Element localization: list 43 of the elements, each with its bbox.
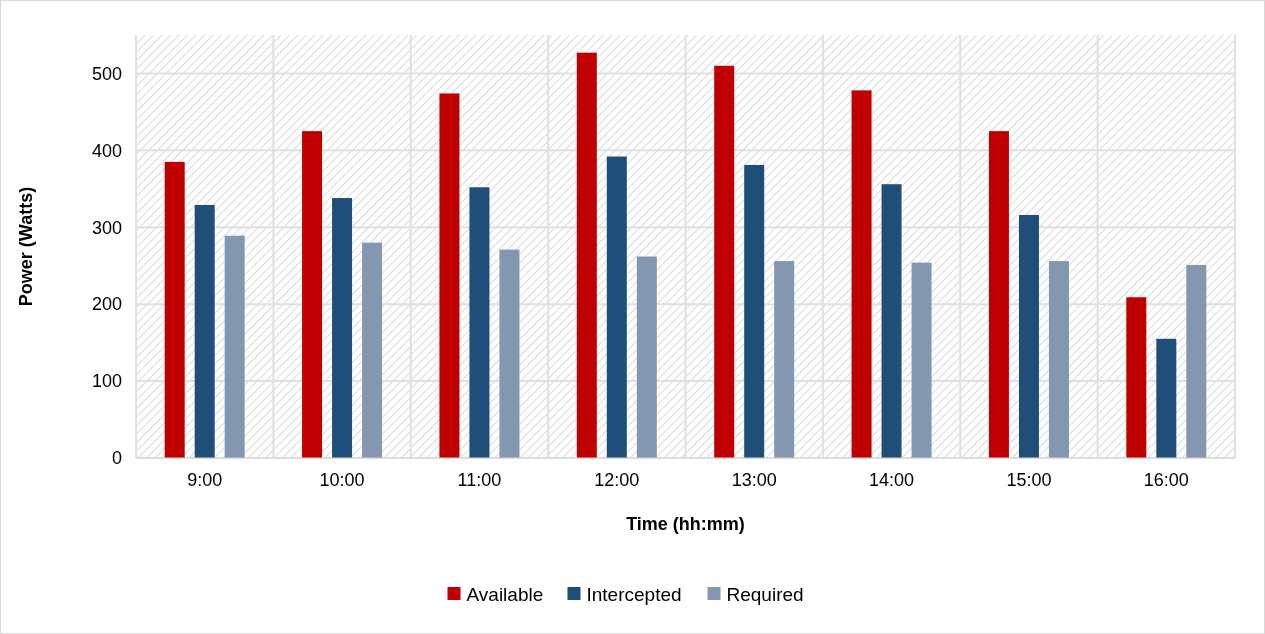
x-axis-title: Time (hh:mm) xyxy=(626,514,745,534)
bar xyxy=(881,184,902,458)
bar xyxy=(194,204,215,458)
bar xyxy=(1156,338,1177,458)
bar xyxy=(744,164,765,458)
bar xyxy=(1048,261,1069,458)
bar xyxy=(224,235,245,458)
legend-label: Available xyxy=(466,583,544,605)
bar xyxy=(164,161,185,458)
bar xyxy=(576,52,597,458)
x-tick-label: 9:00 xyxy=(187,470,223,490)
y-tick-label: 100 xyxy=(91,371,122,392)
bar xyxy=(714,65,735,458)
bar xyxy=(439,93,460,458)
x-tick-label: 11:00 xyxy=(457,470,502,490)
bar xyxy=(1018,214,1039,458)
bar xyxy=(606,156,627,458)
y-tick-label: 300 xyxy=(91,217,122,238)
x-tick-label: 15:00 xyxy=(1006,470,1052,490)
x-tick-label: 12:00 xyxy=(594,470,640,490)
y-tick-label: 400 xyxy=(91,140,122,161)
legend-label: Required xyxy=(726,583,804,605)
bar xyxy=(1186,264,1207,458)
bar xyxy=(851,90,872,458)
x-tick-label: 16:00 xyxy=(1143,470,1189,490)
bar xyxy=(1126,297,1147,458)
x-tick-label: 14:00 xyxy=(869,470,915,490)
bar xyxy=(499,249,520,458)
x-tick-label: 10:00 xyxy=(319,470,365,490)
bar xyxy=(636,256,657,458)
bar xyxy=(911,262,932,458)
bar xyxy=(332,198,353,458)
bar xyxy=(362,242,383,458)
legend-label: Intercepted xyxy=(586,583,682,605)
bar xyxy=(469,187,490,458)
x-tick-label: 13:00 xyxy=(731,470,777,490)
y-axis-title: Power (Watts) xyxy=(16,186,36,307)
y-tick-label: 0 xyxy=(111,448,122,469)
bar xyxy=(774,261,795,458)
bar xyxy=(302,131,323,458)
bar xyxy=(988,131,1009,458)
y-tick-label: 500 xyxy=(91,63,122,84)
y-tick-label: 200 xyxy=(91,294,122,315)
